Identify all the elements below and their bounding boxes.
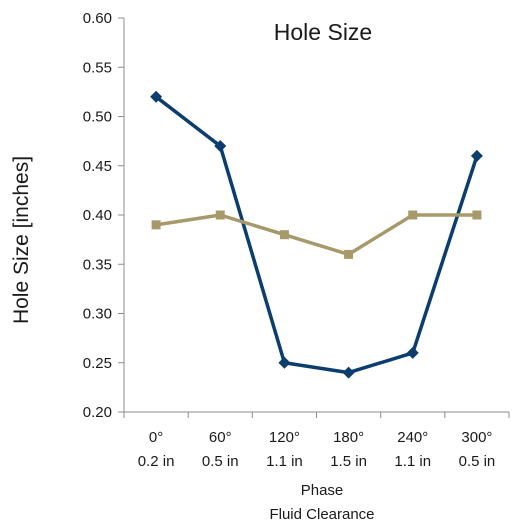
data-point-diamond — [342, 366, 355, 379]
series-line-0 — [155, 95, 479, 375]
data-point-square — [215, 210, 225, 220]
data-point-diamond — [150, 90, 163, 103]
x-tick-label: 180° — [333, 429, 364, 446]
data-point-diamond — [406, 346, 419, 359]
y-tick-label: 0.30 — [83, 306, 112, 323]
y-tick-label: 0.60 — [83, 10, 112, 27]
y-tick-label: 0.35 — [83, 256, 112, 273]
y-tick-label: 0.20 — [83, 404, 112, 421]
y-tick-label: 0.55 — [83, 59, 112, 76]
data-point-square — [344, 249, 354, 259]
x-tick-label: 60° — [209, 429, 232, 446]
x-tick-label: 1.1 in — [394, 453, 431, 470]
y-tick-label: 0.25 — [83, 355, 112, 372]
series-layer — [150, 90, 483, 379]
labels-layer: 0.20 0.25 0.30 0.35 0.40 0.45 0.50 0.55 0.60 0° 0.… — [83, 10, 495, 523]
data-point-diamond — [214, 140, 227, 153]
axes — [118, 17, 510, 418]
data-point-square — [408, 210, 418, 220]
series-line-1 — [155, 213, 477, 257]
x-axis-title: Phase — [301, 482, 344, 499]
data-point-square — [279, 230, 289, 240]
data-point-square — [472, 210, 482, 220]
x-tick-label: 0° — [149, 429, 163, 446]
y-tick-label: 0.40 — [83, 207, 112, 224]
x-tick-label: 120° — [269, 429, 300, 446]
x-tick-label: 0.2 in — [138, 453, 175, 470]
x-tick-label: 300° — [461, 429, 492, 446]
y-tick-label: 0.45 — [83, 158, 112, 175]
data-point-diamond — [278, 356, 291, 369]
x-tick-label: 1.1 in — [266, 453, 303, 470]
x-axis-title: Fluid Clearance — [269, 506, 374, 523]
y-tick-label: 0.50 — [83, 109, 112, 126]
y-axis-title: Hole Size [inches] — [10, 156, 33, 324]
data-point-square — [151, 220, 161, 230]
data-point-diamond — [470, 149, 483, 162]
x-tick-label: 1.5 in — [330, 453, 367, 470]
chart-title: Hole Size — [274, 19, 372, 45]
x-tick-label: 0.5 in — [459, 453, 496, 470]
x-tick-label: 240° — [397, 429, 428, 446]
x-tick-label: 0.5 in — [202, 453, 239, 470]
